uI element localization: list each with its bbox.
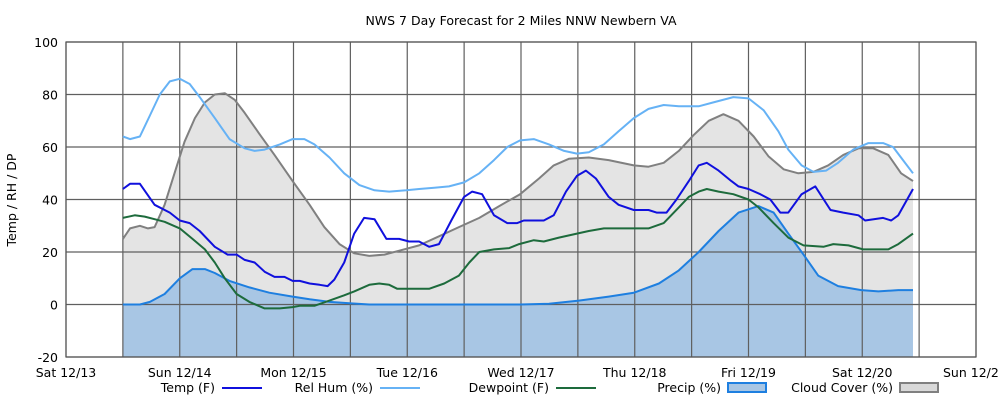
temp-f-line (122, 161, 914, 288)
y-tick-labels: -20 0 20 40 60 80 100 (34, 35, 58, 365)
y-tick-label: 20 (42, 245, 58, 260)
legend: Temp (F) Rel Hum (%) Dewpoint (F) Precip (%… (160, 380, 939, 395)
x-tick-label: Fri 12/19 (721, 365, 776, 380)
legend-label: Temp (F) (160, 380, 215, 395)
x-tick-label: Sun 12/14 (148, 365, 212, 380)
legend-item-dewpoint-f: Dewpoint (F) (469, 380, 596, 395)
y-tick-label: 60 (42, 140, 58, 155)
legend-item-cloud-cover: Cloud Cover (%) (791, 380, 939, 395)
y-tick-label: 80 (42, 88, 58, 103)
y-tick-label: 40 (42, 193, 58, 208)
legend-swatch (899, 382, 939, 393)
grid (65, 41, 977, 358)
x-tick-label: Wed 12/17 (487, 365, 554, 380)
x-tick-label: Sun 12/2 (943, 365, 999, 380)
legend-item-rel-hum: Rel Hum (%) (295, 380, 420, 395)
legend-label: Cloud Cover (%) (791, 380, 893, 395)
dewpoint-f-line (122, 188, 914, 310)
chart-title: NWS 7 Day Forecast for 2 Miles NNW Newbe… (365, 13, 677, 28)
rel-hum-line (122, 77, 914, 193)
cloud-cover-line (122, 92, 914, 257)
y-tick-label: -20 (38, 350, 58, 365)
legend-label: Precip (%) (657, 380, 721, 395)
x-tick-labels: Sat 12/13 Sun 12/14 Mon 12/15 Tue 12/16 Wed … (36, 365, 999, 380)
plot-frame (65, 41, 977, 358)
y-tick-label: 0 (50, 298, 58, 313)
legend-label: Dewpoint (F) (469, 380, 549, 395)
legend-label: Rel Hum (%) (295, 380, 373, 395)
series-lines (122, 77, 914, 310)
x-tick-label: Mon 12/15 (260, 365, 326, 380)
y-tick-label: 100 (34, 35, 58, 50)
precip-line (122, 205, 913, 306)
x-tick-label: Tue 12/16 (376, 365, 438, 380)
x-tick-label: Sat 12/20 (832, 365, 893, 380)
legend-swatch (727, 382, 767, 393)
plot-series (122, 93, 913, 357)
precip-area (122, 206, 913, 357)
x-tick-label: Sat 12/13 (36, 365, 97, 380)
y-axis-label: Temp / RH / DP (4, 153, 19, 247)
x-tick-label: Thu 12/18 (602, 365, 667, 380)
legend-item-precip: Precip (%) (657, 380, 767, 395)
legend-item-temp-f: Temp (F) (160, 380, 262, 395)
